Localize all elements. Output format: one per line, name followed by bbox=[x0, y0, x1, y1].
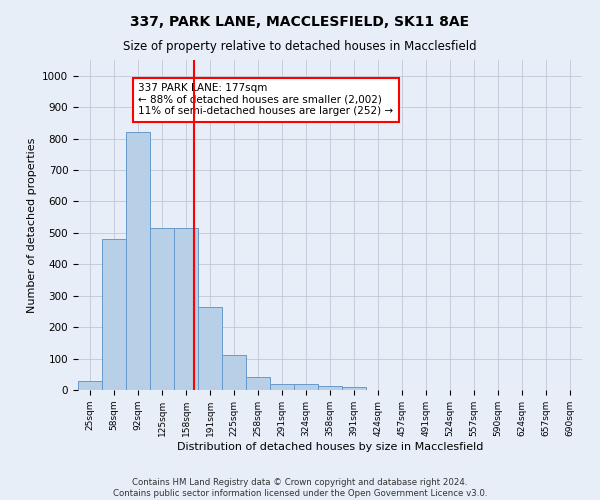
Bar bbox=[150, 228, 174, 390]
Bar bbox=[78, 380, 102, 390]
Text: Size of property relative to detached houses in Macclesfield: Size of property relative to detached ho… bbox=[123, 40, 477, 53]
Text: 337 PARK LANE: 177sqm
← 88% of detached houses are smaller (2,002)
11% of semi-d: 337 PARK LANE: 177sqm ← 88% of detached … bbox=[139, 83, 394, 116]
Text: Contains HM Land Registry data © Crown copyright and database right 2024.
Contai: Contains HM Land Registry data © Crown c… bbox=[113, 478, 487, 498]
Bar bbox=[126, 132, 150, 390]
Bar bbox=[174, 228, 198, 390]
X-axis label: Distribution of detached houses by size in Macclesfield: Distribution of detached houses by size … bbox=[177, 442, 483, 452]
Bar bbox=[222, 356, 246, 390]
Bar bbox=[270, 384, 294, 390]
Text: 337, PARK LANE, MACCLESFIELD, SK11 8AE: 337, PARK LANE, MACCLESFIELD, SK11 8AE bbox=[130, 15, 470, 29]
Bar bbox=[102, 239, 126, 390]
Bar bbox=[246, 378, 270, 390]
Bar bbox=[342, 387, 366, 390]
Y-axis label: Number of detached properties: Number of detached properties bbox=[26, 138, 37, 312]
Bar bbox=[294, 384, 318, 390]
Bar bbox=[318, 386, 342, 390]
Bar bbox=[198, 306, 222, 390]
